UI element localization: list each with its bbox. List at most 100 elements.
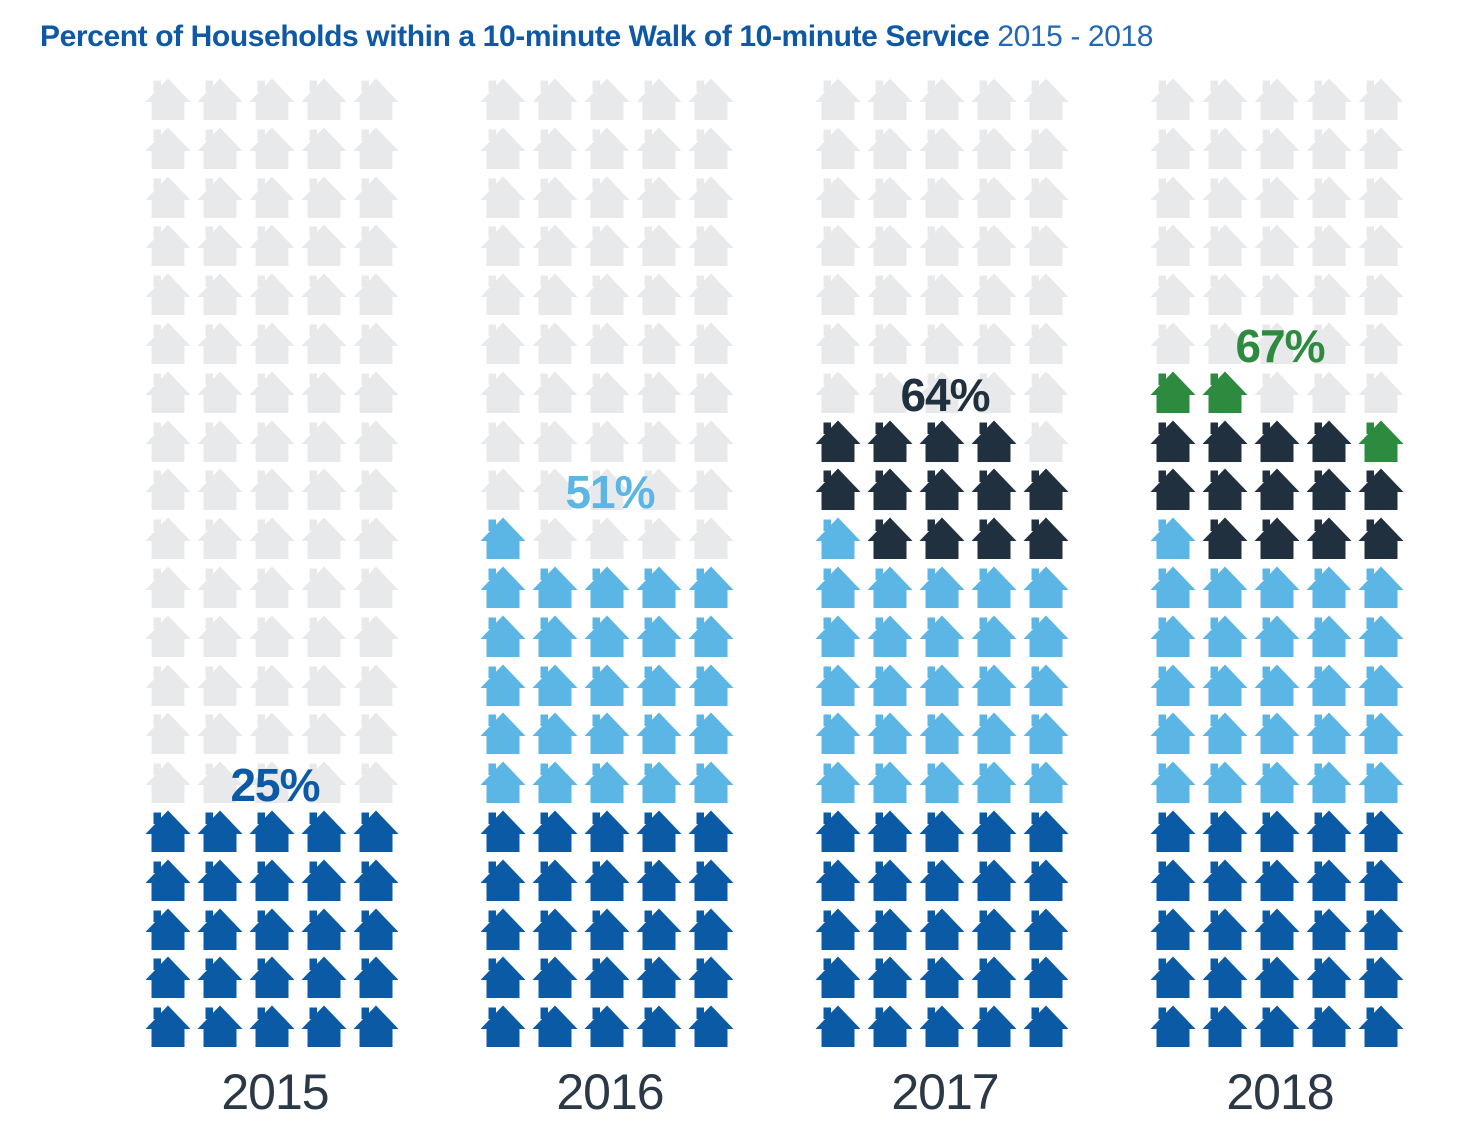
icon-cell xyxy=(1202,273,1254,322)
icon-cell xyxy=(919,566,971,615)
house-icon xyxy=(145,224,191,266)
house-icon xyxy=(480,712,526,754)
house-icon xyxy=(919,468,965,510)
icon-cell xyxy=(815,664,867,713)
house-icon xyxy=(919,127,965,169)
house-icon xyxy=(1358,810,1404,852)
icon-cell xyxy=(353,371,405,420)
icon-cell xyxy=(1358,1005,1410,1054)
house-icon xyxy=(867,712,913,754)
icon-cell xyxy=(145,956,197,1005)
house-icon xyxy=(480,1005,526,1047)
house-icon xyxy=(688,273,734,315)
house-icon xyxy=(145,322,191,364)
house-icon xyxy=(1202,615,1248,657)
house-icon xyxy=(1254,517,1300,559)
icon-cell xyxy=(301,273,353,322)
icon-cell xyxy=(584,224,636,273)
house-icon xyxy=(584,127,630,169)
house-icon xyxy=(636,322,682,364)
icon-cell xyxy=(815,566,867,615)
house-icon xyxy=(145,176,191,218)
house-icon xyxy=(1306,859,1352,901)
house-icon xyxy=(145,956,191,998)
icon-cell xyxy=(532,371,584,420)
icon-cell xyxy=(1358,859,1410,908)
icon-cell xyxy=(1202,1005,1254,1054)
house-icon xyxy=(353,859,399,901)
icon-cell xyxy=(584,1005,636,1054)
house-icon xyxy=(145,127,191,169)
house-icon xyxy=(1023,322,1069,364)
icon-cell xyxy=(688,517,740,566)
icon-cell xyxy=(1358,176,1410,225)
icon-cell xyxy=(249,712,301,761)
icon-cell xyxy=(353,712,405,761)
house-icon xyxy=(1202,127,1248,169)
house-icon xyxy=(1254,468,1300,510)
house-icon xyxy=(301,1005,347,1047)
icon-cell xyxy=(1306,78,1358,127)
icon-cell xyxy=(971,956,1023,1005)
icon-cell xyxy=(584,273,636,322)
house-icon xyxy=(688,1005,734,1047)
icon-cell xyxy=(145,1005,197,1054)
icon-cell xyxy=(1150,78,1202,127)
house-icon xyxy=(301,78,347,120)
house-icon xyxy=(353,566,399,608)
icon-cell xyxy=(688,371,740,420)
year-column-2017: 64% 2017 xyxy=(815,78,1075,1120)
house-icon xyxy=(867,761,913,803)
year-label: 2017 xyxy=(891,1064,999,1120)
house-icon xyxy=(688,859,734,901)
icon-cell xyxy=(249,566,301,615)
house-icon xyxy=(1150,517,1196,559)
house-icon xyxy=(636,176,682,218)
icon-cell xyxy=(249,517,301,566)
house-icon xyxy=(584,615,630,657)
house-icon xyxy=(688,810,734,852)
icon-cell xyxy=(1023,127,1075,176)
icon-cell xyxy=(584,420,636,469)
icon-cell xyxy=(636,712,688,761)
house-icon xyxy=(480,176,526,218)
icon-cell xyxy=(867,1005,919,1054)
house-icon xyxy=(532,127,578,169)
house-icon xyxy=(249,956,295,998)
icon-cell xyxy=(1023,273,1075,322)
icon-cell xyxy=(815,273,867,322)
house-icon xyxy=(301,224,347,266)
icon-cell xyxy=(532,859,584,908)
icon-cell xyxy=(1254,1005,1306,1054)
house-icon xyxy=(353,371,399,413)
house-icon xyxy=(971,712,1017,754)
house-icon xyxy=(1358,859,1404,901)
icon-cell xyxy=(1150,176,1202,225)
icon-cell xyxy=(249,615,301,664)
house-icon xyxy=(867,1005,913,1047)
house-icon xyxy=(532,615,578,657)
house-icon xyxy=(353,468,399,510)
icon-cell xyxy=(1358,664,1410,713)
house-icon xyxy=(197,517,243,559)
icon-cell xyxy=(1306,761,1358,810)
icon-cell xyxy=(249,322,301,371)
icon-cell xyxy=(919,517,971,566)
icon-cell xyxy=(1202,420,1254,469)
icon-cell xyxy=(1150,810,1202,859)
icon-cell xyxy=(971,176,1023,225)
house-icon xyxy=(532,712,578,754)
house-icon xyxy=(584,566,630,608)
icon-cell xyxy=(1358,761,1410,810)
house-icon xyxy=(145,468,191,510)
icon-cell xyxy=(145,859,197,908)
icon-cell xyxy=(971,517,1023,566)
house-icon xyxy=(867,664,913,706)
house-icon xyxy=(815,468,861,510)
house-icon xyxy=(584,859,630,901)
house-icon xyxy=(145,420,191,462)
house-icon xyxy=(301,810,347,852)
icon-cell xyxy=(815,761,867,810)
icon-cell xyxy=(145,273,197,322)
icon-cell xyxy=(532,273,584,322)
